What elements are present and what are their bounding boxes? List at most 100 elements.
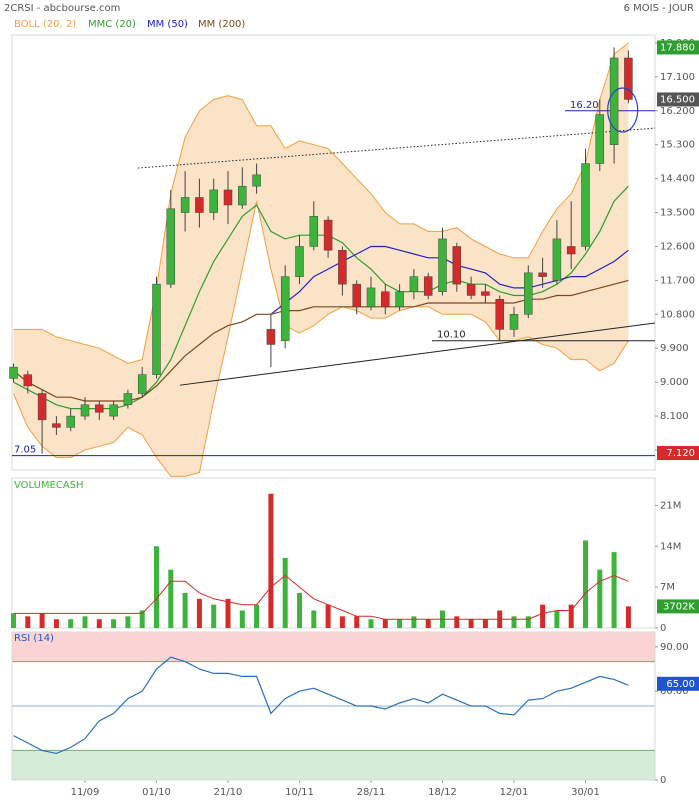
y-tick-label: 9.000 (660, 377, 689, 388)
volume-bar (625, 606, 631, 628)
highlight-circle (607, 87, 639, 133)
price-badge-label: 17.880 (660, 42, 695, 53)
volume-bar (554, 610, 560, 628)
y-tick-label: 7M (660, 582, 675, 593)
bollinger-upper (13, 42, 629, 364)
price-badge (657, 92, 699, 107)
x-tick-label: 28/11 (357, 787, 386, 798)
candle-body (538, 272, 547, 277)
candle-body (238, 185, 247, 206)
y-tick-label: 21M (660, 500, 681, 511)
rsi-line (13, 656, 629, 755)
candle-body (395, 291, 404, 308)
candle-body (152, 283, 161, 375)
candle-body (352, 283, 361, 308)
volume-bar (454, 616, 460, 628)
trendline (179, 322, 656, 386)
y-tick-label: 10.800 (660, 309, 695, 320)
price-badge (657, 40, 699, 55)
candle-body (595, 114, 605, 164)
volume-bar (268, 493, 274, 628)
volume-bar (125, 616, 131, 628)
candle-body (252, 174, 261, 187)
candle-body (209, 189, 218, 213)
volume-bar (254, 604, 260, 628)
volume-bar (282, 557, 288, 628)
candle-body (166, 208, 176, 285)
legend-entry: MM (50) (147, 19, 188, 30)
candle-body (566, 246, 576, 255)
price-badge-label: 3702K (663, 601, 695, 612)
volume-bar (239, 610, 245, 628)
legend-entry: MMC (20) (88, 19, 136, 30)
candle-body (481, 291, 490, 296)
y-tick-label: 14M (660, 541, 681, 552)
y-tick-label: 12.600 (660, 241, 695, 252)
volume-bar (82, 616, 88, 628)
price-badge-label: 65.00 (666, 679, 695, 690)
y-tick-label: 0 (660, 775, 666, 786)
legend-entry: MM (200) (198, 19, 245, 30)
candle-body (381, 291, 390, 308)
candle-body (295, 246, 304, 277)
candle-body (609, 57, 619, 145)
level-label: 10.10 (437, 330, 466, 341)
x-tick-label: 18/12 (428, 787, 457, 798)
x-tick-label: 10/11 (285, 787, 314, 798)
volume-bar (354, 616, 360, 628)
candle-body (366, 287, 376, 308)
volume-bar (325, 604, 331, 628)
y-tick-label: 90.00 (660, 642, 689, 653)
volume-average (13, 574, 629, 620)
level-label: 16.20 (570, 100, 599, 111)
overbought-zone (12, 632, 655, 662)
x-tick-label: 11/09 (71, 787, 100, 798)
candle-body (37, 393, 47, 421)
bollinger-area (13, 42, 629, 477)
y-tick-label: 17.100 (660, 72, 695, 83)
y-tick-label: 14.400 (660, 174, 695, 185)
oversold-zone (12, 750, 655, 780)
candle-body (52, 423, 61, 428)
volume-bar (468, 619, 474, 628)
x-tick-label: 21/10 (214, 787, 243, 798)
y-tick-label: 11.700 (660, 275, 695, 286)
candle-body (109, 404, 118, 417)
candle-body (409, 276, 419, 292)
panel-frame (11, 631, 656, 781)
volume-bar (482, 619, 488, 628)
candle-body (524, 272, 533, 315)
candle-body (23, 374, 33, 387)
candle-body (466, 283, 476, 296)
volume-bar (211, 604, 217, 628)
volume-bar (339, 616, 345, 628)
price-badge-label: 16.500 (660, 94, 695, 105)
candle-body (495, 298, 504, 330)
x-tick-label: 12/01 (500, 787, 529, 798)
candle-body (338, 249, 347, 285)
volume-bar (196, 598, 202, 628)
volume-bar (154, 546, 159, 628)
volume-bar (182, 592, 188, 628)
candle-body (123, 393, 133, 406)
candle-body (95, 404, 104, 413)
moving-average (270, 245, 629, 315)
volume-bar (568, 604, 574, 628)
candle-body (266, 329, 276, 345)
candle-body (323, 219, 333, 251)
candle-body (624, 57, 633, 100)
site-title: 2CRSI - abcbourse.com (4, 3, 120, 14)
y-tick-label: 13.500 (660, 208, 695, 219)
candle-body (280, 276, 290, 341)
y-tick-label: 0 (660, 623, 666, 634)
x-tick-label: 01/10 (142, 787, 171, 798)
volume-bar (425, 619, 431, 628)
volume-bar (111, 619, 117, 628)
candle-body (223, 189, 233, 206)
volume-bar (397, 619, 403, 628)
y-tick-label: 60.00 (660, 686, 689, 697)
period: 6 MOIS - JOUR (624, 3, 694, 14)
candle-body (509, 314, 519, 330)
panel-title: RSI (14) (14, 633, 54, 644)
trendline (137, 127, 656, 169)
